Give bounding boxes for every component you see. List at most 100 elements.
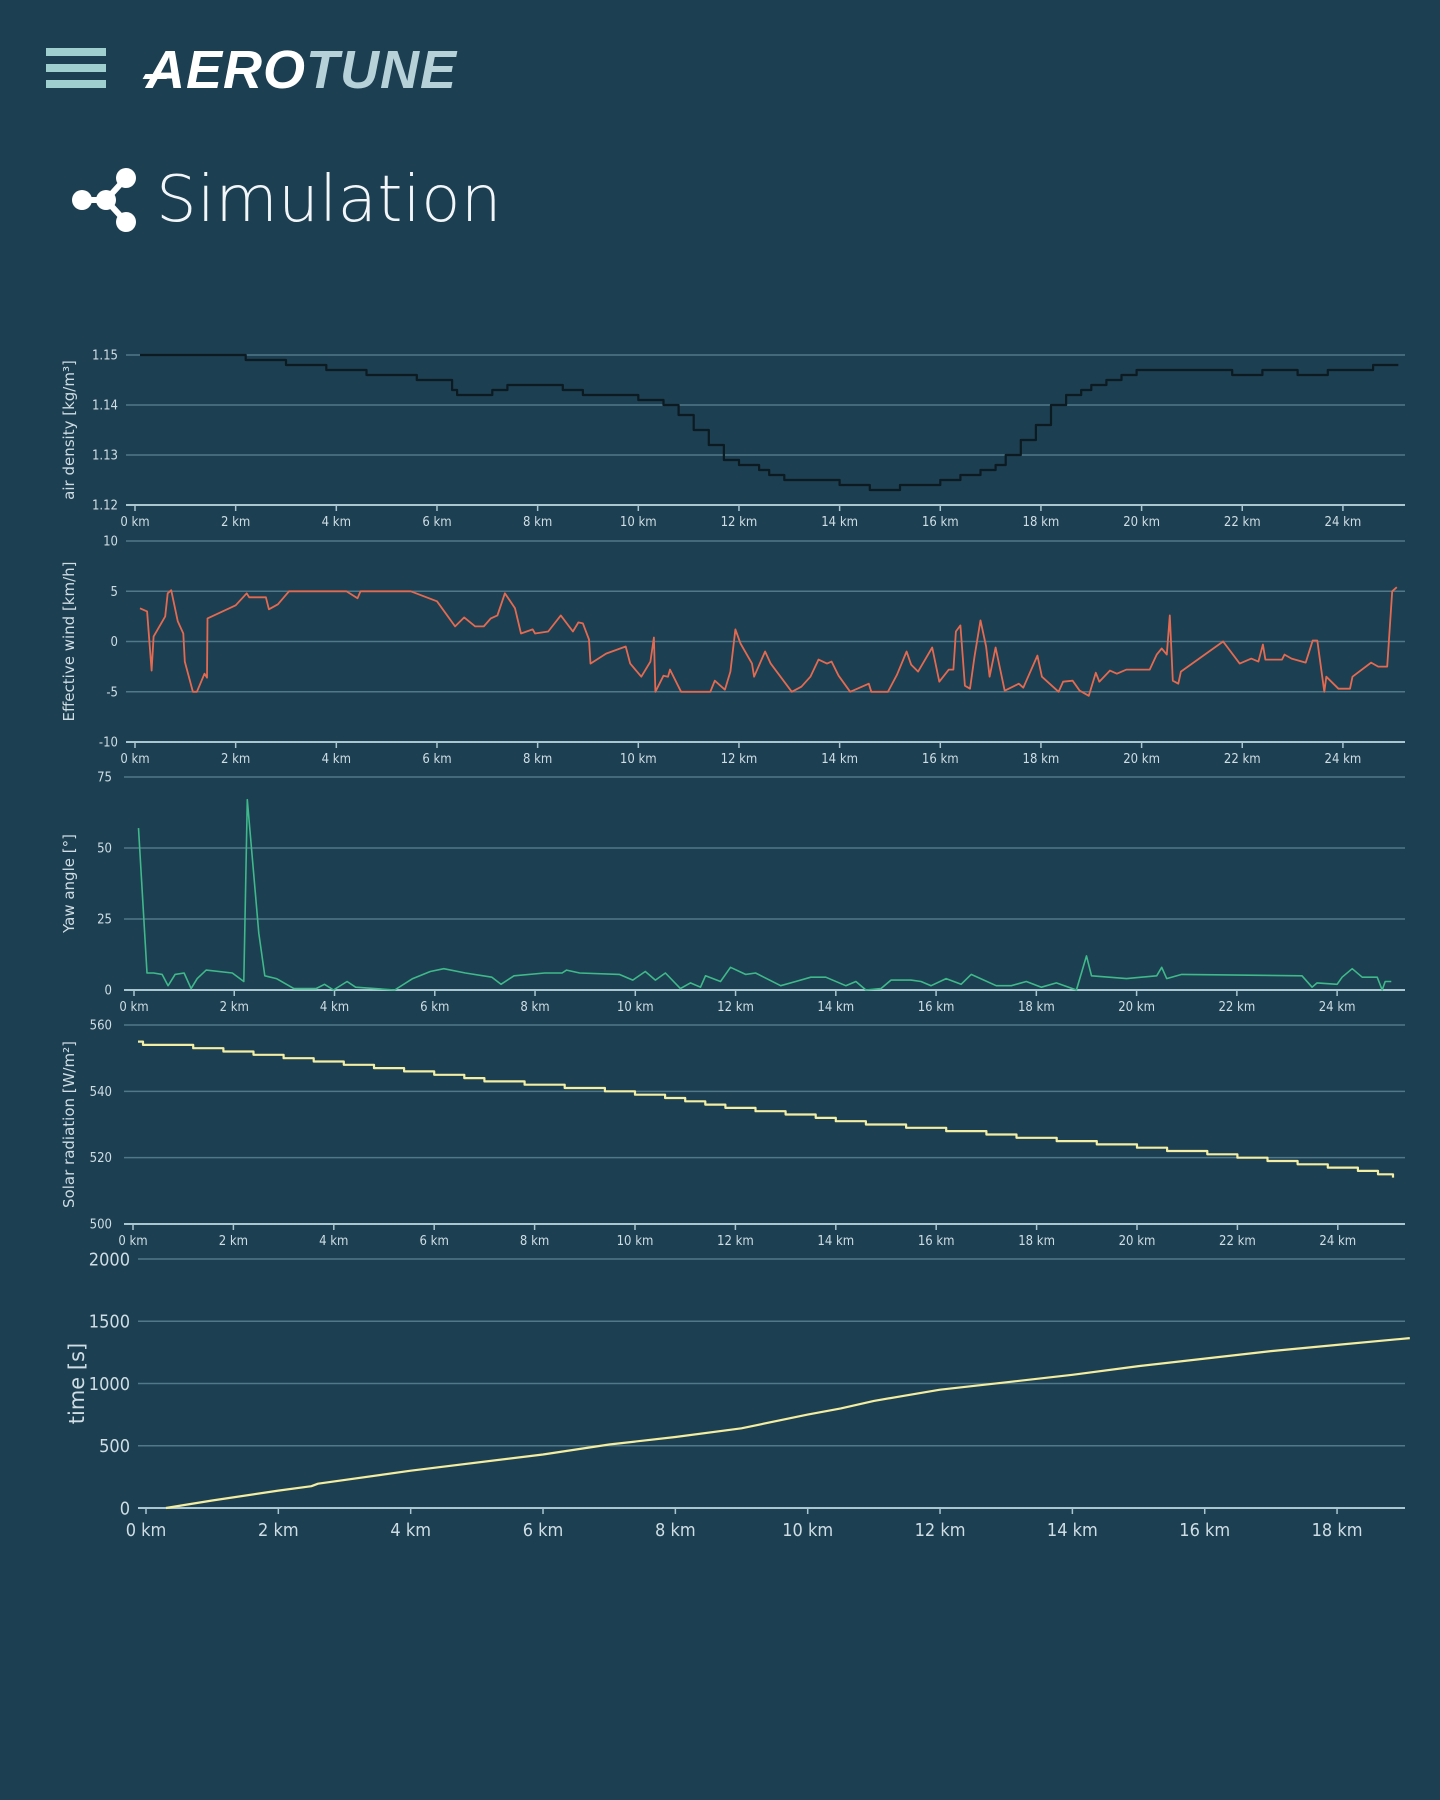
x-tick-label: 4 km <box>322 752 351 767</box>
hamburger-icon-bar <box>46 64 106 72</box>
x-tick-label: 24 km <box>1325 515 1362 530</box>
x-tick-label: 10 km <box>782 1520 833 1541</box>
series-line <box>140 353 1399 492</box>
x-tick-label: 0 km <box>126 1520 167 1541</box>
x-tick-label: 0 km <box>118 1234 147 1249</box>
x-tick-label: 6 km <box>523 1520 564 1541</box>
x-tick-label: 0 km <box>119 1000 148 1015</box>
x-tick-label: 6 km <box>422 752 451 767</box>
x-tick-label: 0 km <box>120 752 149 767</box>
x-tick-label: 14 km <box>817 1000 854 1015</box>
x-tick-label: 22 km <box>1224 752 1261 767</box>
x-tick-label: 6 km <box>422 515 451 530</box>
aerotune-logo[interactable]: AEROTUNE <box>142 40 458 100</box>
share-network-icon <box>72 168 136 232</box>
y-tick-label: 0 <box>111 635 118 650</box>
y-tick-label: 1.12 <box>92 499 118 514</box>
x-tick-label: 4 km <box>319 1234 348 1249</box>
x-tick-label: 12 km <box>721 752 758 767</box>
x-tick-label: 12 km <box>717 1234 754 1249</box>
y-axis-label: air density [kg/m³] <box>60 360 78 500</box>
menu-button[interactable] <box>46 48 106 88</box>
x-tick-label: 2 km <box>221 752 250 767</box>
series-line <box>138 1040 1395 1178</box>
x-tick-label: 10 km <box>617 1234 654 1249</box>
x-tick-label: 24 km <box>1325 752 1362 767</box>
x-tick-label: 24 km <box>1319 1234 1356 1249</box>
x-tick-label: 6 km <box>420 1000 449 1015</box>
page-header: Simulation <box>70 162 502 238</box>
x-tick-label: 16 km <box>918 1000 955 1015</box>
x-tick-label: 2 km <box>219 1234 248 1249</box>
y-tick-label: 10 <box>103 535 118 550</box>
x-tick-label: 10 km <box>617 1000 654 1015</box>
y-tick-label: 0 <box>105 984 112 999</box>
x-tick-label: 16 km <box>922 752 959 767</box>
series-line <box>137 798 1392 991</box>
x-tick-label: 2 km <box>220 1000 249 1015</box>
x-tick-label: 14 km <box>821 515 858 530</box>
y-tick-label: 1500 <box>89 1312 130 1333</box>
y-tick-label: -10 <box>99 736 118 751</box>
y-tick-label: 1000 <box>89 1374 130 1395</box>
y-tick-label: 1.13 <box>92 449 118 464</box>
x-tick-label: 14 km <box>817 1234 854 1249</box>
y-tick-label: 520 <box>90 1151 112 1166</box>
y-tick-label: 500 <box>90 1218 112 1233</box>
x-tick-label: 8 km <box>523 752 552 767</box>
y-tick-label: 0 <box>120 1498 130 1519</box>
logo-text-aero: AERO <box>146 40 307 100</box>
y-tick-label: 50 <box>97 842 112 857</box>
y-axis-label: Yaw angle [°] <box>60 834 78 934</box>
x-tick-label: 12 km <box>721 515 758 530</box>
x-tick-label: 24 km <box>1319 1000 1356 1015</box>
page-title: Simulation <box>156 163 502 237</box>
x-tick-label: 22 km <box>1218 1000 1255 1015</box>
x-tick-label: 8 km <box>520 1000 549 1015</box>
x-tick-label: 2 km <box>221 515 250 530</box>
x-tick-label: 16 km <box>922 515 959 530</box>
x-tick-label: 18 km <box>1312 1520 1363 1541</box>
y-tick-label: 500 <box>99 1436 130 1457</box>
x-tick-label: 14 km <box>1047 1520 1098 1541</box>
x-tick-label: 0 km <box>120 515 149 530</box>
x-tick-label: 6 km <box>420 1234 449 1249</box>
x-tick-label: 4 km <box>320 1000 349 1015</box>
x-tick-label: 18 km <box>1023 752 1060 767</box>
x-tick-label: 18 km <box>1018 1234 1055 1249</box>
y-tick-label: 25 <box>97 913 112 928</box>
y-tick-label: 1.14 <box>92 399 118 414</box>
x-tick-label: 22 km <box>1219 1234 1256 1249</box>
x-tick-label: 18 km <box>1018 1000 1055 1015</box>
hamburger-icon-bar <box>46 48 106 56</box>
x-tick-label: 20 km <box>1123 752 1160 767</box>
y-tick-label: 1.15 <box>92 349 118 364</box>
x-tick-label: 20 km <box>1118 1000 1155 1015</box>
x-tick-label: 4 km <box>322 515 351 530</box>
x-tick-label: 16 km <box>918 1234 955 1249</box>
y-axis-label: Solar radiation [W/m²] <box>60 1041 78 1208</box>
series-line <box>139 586 1398 697</box>
x-tick-label: 10 km <box>620 752 657 767</box>
logo-text-tune: TUNE <box>306 40 458 100</box>
y-tick-label: 560 <box>90 1019 112 1034</box>
x-tick-label: 20 km <box>1119 1234 1156 1249</box>
y-axis-label: time [s] <box>65 1343 89 1424</box>
x-tick-label: 18 km <box>1023 515 1060 530</box>
x-tick-label: 4 km <box>390 1520 431 1541</box>
y-tick-label: 75 <box>97 771 112 786</box>
y-tick-label: 5 <box>111 585 118 600</box>
x-tick-label: 10 km <box>620 515 657 530</box>
x-tick-label: 2 km <box>258 1520 299 1541</box>
y-axis-label: Effective wind [km/h] <box>60 561 78 721</box>
x-tick-label: 22 km <box>1224 515 1261 530</box>
y-tick-label: -5 <box>106 685 118 700</box>
x-tick-label: 12 km <box>717 1000 754 1015</box>
x-tick-label: 8 km <box>523 515 552 530</box>
x-tick-label: 12 km <box>915 1520 966 1541</box>
x-tick-label: 8 km <box>520 1234 549 1249</box>
x-tick-label: 14 km <box>821 752 858 767</box>
x-tick-label: 16 km <box>1179 1520 1230 1541</box>
series-line <box>165 1337 1410 1510</box>
